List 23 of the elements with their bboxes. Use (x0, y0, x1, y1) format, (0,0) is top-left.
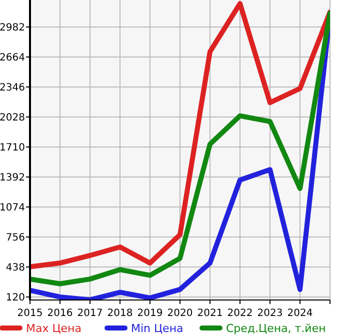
x-tick-label: 2024 (287, 308, 313, 319)
x-tick-label: 2016 (47, 308, 73, 319)
y-tick-label: 2346 (0, 82, 25, 94)
y-tick-label: 1392 (0, 172, 25, 184)
y-tick-label: 1710 (0, 142, 25, 154)
y-tick-label: 2664 (0, 52, 25, 64)
x-tick-label: 2022 (227, 308, 253, 319)
x-tick-label: 2017 (77, 308, 103, 319)
legend-label: Min Цена (131, 322, 184, 335)
x-tick-label: 2019 (137, 308, 163, 319)
y-tick-label: 1074 (0, 202, 25, 214)
y-tick-label: 756 (6, 232, 25, 244)
y-tick-label: 438 (6, 262, 25, 274)
x-tick-label: 2015 (17, 308, 43, 319)
x-tick-label: 2023 (257, 308, 283, 319)
y-tick-label: 120 (6, 292, 25, 304)
legend-label: Сред.Цена, т.йен (226, 322, 326, 335)
x-tick-label: 2021 (197, 308, 223, 319)
x-tick-label: 2018 (107, 308, 133, 319)
y-tick-label: 2982 (0, 22, 25, 34)
x-tick-label: 2020 (167, 308, 193, 319)
legend-label: Max Цена (26, 322, 82, 335)
y-tick-label: 2028 (0, 112, 25, 124)
